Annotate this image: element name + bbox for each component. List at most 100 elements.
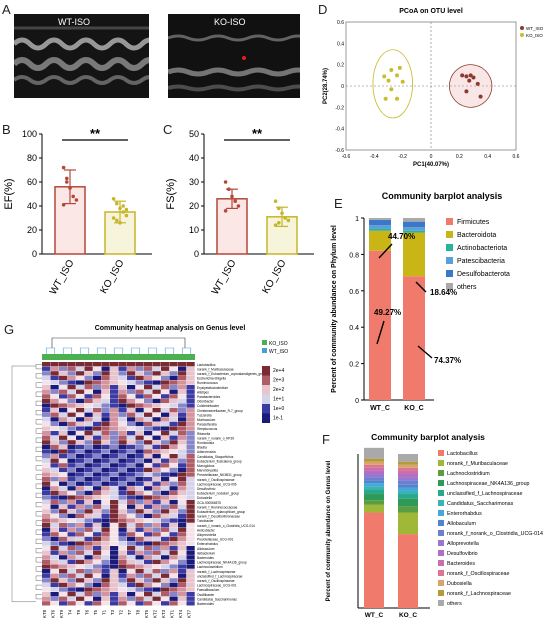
heatmap-cell xyxy=(152,394,161,399)
heatmap-cell xyxy=(161,362,170,367)
annotation-arrow xyxy=(415,281,427,293)
data-point xyxy=(115,218,119,223)
legend-marker xyxy=(520,33,524,37)
heatmap-cell xyxy=(152,573,161,578)
heatmap-cell xyxy=(50,573,59,578)
heatmap-cell xyxy=(178,578,187,583)
heatmap-cell xyxy=(59,495,68,500)
legend-label: KO_ISO xyxy=(526,33,543,38)
heatmap-cell xyxy=(42,408,51,413)
heatmap-cell xyxy=(84,440,93,445)
heatmap-cell xyxy=(161,550,170,555)
heatmap-cell xyxy=(118,458,127,463)
x-tick-label: KO_ISO xyxy=(98,258,126,296)
heatmap-cell xyxy=(59,408,68,413)
heatmap-cell xyxy=(101,518,110,523)
x-tick-label: WT_ISO xyxy=(48,258,77,297)
heatmap-cell xyxy=(144,573,153,578)
heatmap-cell xyxy=(161,431,170,436)
heatmap-cell xyxy=(178,375,187,381)
heatmap-cell xyxy=(110,518,119,523)
stack-Desulfovibrio-KO_C xyxy=(398,474,418,478)
heatmap-cell xyxy=(127,513,136,519)
legend-label: WT_ISO xyxy=(526,26,544,31)
heatmap-cell xyxy=(59,440,68,445)
annotation-label: 44.70% xyxy=(388,232,415,241)
legend-swatch xyxy=(438,520,444,526)
x-tick-label: WT_C xyxy=(365,612,384,619)
stack-norank_f_Muribaculaceae-KO_C xyxy=(398,512,418,535)
heatmap-cell xyxy=(135,408,144,413)
heatmap-cell xyxy=(127,569,136,574)
heatmap-cell xyxy=(42,596,51,601)
heatmap-cell xyxy=(169,449,178,454)
heatmap-cell xyxy=(76,513,85,519)
heatmap-cell xyxy=(42,587,51,592)
y-axis-label: Percent of community abundance on Phylum… xyxy=(331,225,338,393)
heatmap-cell xyxy=(84,426,93,431)
legend-label: Lactobacillus xyxy=(447,451,478,457)
heatmap-cell xyxy=(178,444,187,450)
column-label: KT1 xyxy=(170,609,175,618)
heatmap-cell xyxy=(135,380,144,385)
heatmap-cell xyxy=(76,454,85,459)
heatmap-cell xyxy=(84,513,93,519)
heatmap-cell xyxy=(101,371,110,376)
heatmap-cell xyxy=(161,523,170,528)
heatmap-cell xyxy=(76,490,85,496)
heatmap-cell xyxy=(169,463,178,468)
heatmap-cell xyxy=(135,444,144,450)
heatmap-cell xyxy=(84,495,93,500)
heatmap-cell xyxy=(118,454,127,459)
heatmap-cell xyxy=(161,380,170,385)
row-dendrogram-branch xyxy=(35,456,42,462)
column-label: T5 xyxy=(93,609,98,615)
stack-Desulfobacterota-WT_C xyxy=(369,219,391,226)
heatmap-cell xyxy=(50,371,59,376)
row-label: Oscillibacter xyxy=(197,593,215,597)
heatmap-cell xyxy=(178,573,187,578)
heatmap-cell xyxy=(50,362,59,367)
heatmap-cell xyxy=(93,495,102,500)
row-dendrogram-branch xyxy=(35,364,42,370)
color-scale-label: 2e+2 xyxy=(273,387,284,393)
heatmap-cell xyxy=(186,394,195,399)
heatmap-cell xyxy=(178,592,187,597)
stack-norank_f_norank_o_Clostridia_UCG-014-KO_C xyxy=(398,480,418,485)
heatmap-cell xyxy=(76,403,85,408)
heatmap-cell xyxy=(67,417,76,422)
heatmap-cell xyxy=(186,375,195,381)
legend-swatch xyxy=(438,490,444,496)
echo-title-ko: KO-ISO xyxy=(214,17,246,27)
heatmap-cell xyxy=(93,541,102,546)
heatmap-cell xyxy=(186,362,195,367)
scatter-point-WT_ISO xyxy=(475,81,480,86)
heatmap-cell xyxy=(101,578,110,583)
heatmap-cell xyxy=(93,546,102,551)
heatmap-cell xyxy=(118,587,127,592)
row-dendrogram-branch xyxy=(35,566,42,572)
heatmap-cell xyxy=(59,536,68,542)
heatmap-cell xyxy=(50,592,59,597)
legend-swatch xyxy=(438,570,444,576)
heatmap-cell xyxy=(127,550,136,555)
heatmap-cell xyxy=(127,523,136,528)
heatmap-cell xyxy=(67,403,76,408)
heatmap-cell xyxy=(42,573,51,578)
row-label: Parasutterella xyxy=(197,423,217,427)
heatmap-cell xyxy=(110,417,119,422)
heatmap-cell xyxy=(144,523,153,528)
heatmap-cell xyxy=(127,385,136,390)
heatmap-cell xyxy=(152,463,161,468)
scatter-point-KO_ISO xyxy=(389,68,394,72)
heatmap-cell xyxy=(76,380,85,385)
heatmap-cell xyxy=(152,582,161,588)
legend-swatch xyxy=(446,218,453,225)
heatmap-cell xyxy=(169,546,178,551)
annotation-label: 74.37% xyxy=(434,356,461,365)
heatmap-cell xyxy=(169,394,178,399)
heatmap-cell xyxy=(59,467,68,473)
heatmap-cell xyxy=(178,527,187,532)
heatmap-cell xyxy=(169,371,178,376)
panel-label-b: B xyxy=(2,122,11,137)
